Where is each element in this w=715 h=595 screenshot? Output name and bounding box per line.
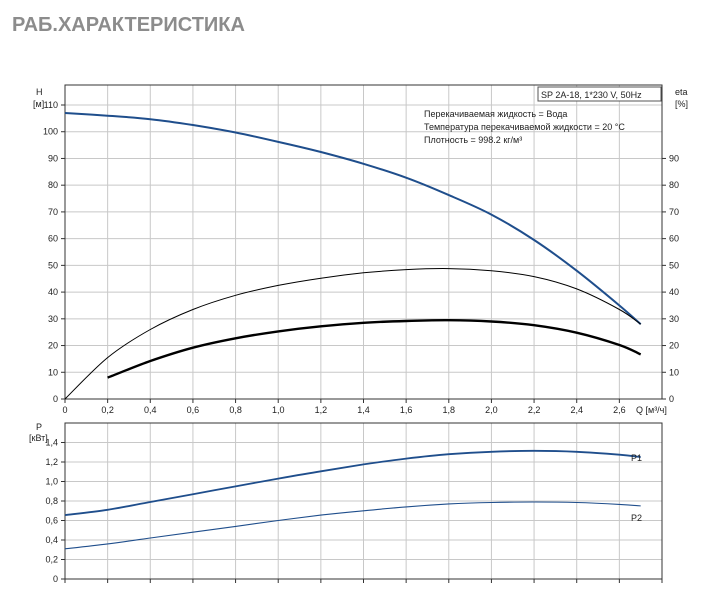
y-tick-label: 20 bbox=[48, 341, 58, 351]
series-label-p1: P1 bbox=[631, 453, 642, 463]
series-line-eta_thick bbox=[107, 318, 642, 379]
y2-tick-label: 90 bbox=[669, 153, 679, 163]
y-tick-label: 100 bbox=[43, 127, 58, 137]
y-axis-label: H bbox=[36, 87, 43, 97]
top-chart-grid bbox=[64, 85, 663, 400]
y2-tick-label: 60 bbox=[669, 234, 679, 244]
series-line-eta_thin bbox=[64, 268, 641, 400]
bottom-chart-ticks: 0 0,2 0,4 0,6 0,8 1,0 1,2 1,4 bbox=[45, 438, 663, 584]
power-tick-label: 0,4 bbox=[45, 535, 58, 545]
power-tick-label: 0,8 bbox=[45, 496, 58, 506]
y-tick-label: 80 bbox=[48, 180, 58, 190]
power-tick-label: 0 bbox=[53, 574, 58, 584]
y-tick-label: 60 bbox=[48, 234, 58, 244]
y2-tick-label: 30 bbox=[669, 314, 679, 324]
series-line-P1 bbox=[64, 449, 641, 516]
chart-title: SP 2A-18, 1*230 V, 50Hz bbox=[541, 90, 642, 100]
x-tick-label: 0 bbox=[62, 405, 67, 415]
x-tick-label: 1,8 bbox=[443, 405, 456, 415]
x-tick-label: 0,6 bbox=[187, 405, 200, 415]
y2-tick-label: 50 bbox=[669, 260, 679, 270]
y-axis-unit: [м] bbox=[33, 99, 44, 109]
title-box bbox=[537, 86, 662, 102]
y2-tick-label: 20 bbox=[669, 341, 679, 351]
power-tick-label: 1,2 bbox=[45, 457, 58, 467]
x-axis-label: Q [м³/ч] bbox=[636, 405, 667, 415]
series-label-p2: P2 bbox=[631, 513, 642, 523]
x-tick-label: 1,2 bbox=[315, 405, 328, 415]
y-tick-label: 110 bbox=[44, 100, 58, 110]
power-axis-unit: [кВт] bbox=[29, 433, 48, 443]
power-tick-label: 0,2 bbox=[45, 555, 58, 565]
y2-tick-label: 10 bbox=[669, 367, 679, 377]
bottom-chart-series bbox=[64, 449, 641, 550]
x-tick-label: 0,8 bbox=[229, 405, 242, 415]
x-tick-label: 2,2 bbox=[528, 405, 541, 415]
x-tick-label: 2,6 bbox=[613, 405, 626, 415]
top-chart-ticks: 0 0,2 0,4 0,6 0,8 1,0 1,2 1,4 1,6 1,8 2,0 2,2 2,4 2,6… bbox=[43, 100, 679, 415]
x-tick-label: 1,0 bbox=[272, 405, 285, 415]
power-tick-label: 0,6 bbox=[45, 516, 58, 526]
y2-tick-label: 40 bbox=[669, 287, 679, 297]
y-tick-label: 30 bbox=[48, 314, 58, 324]
y2-axis-label: eta bbox=[675, 87, 688, 97]
power-tick-label: 1,4 bbox=[45, 438, 58, 448]
y2-tick-label: 70 bbox=[669, 207, 679, 217]
series-line-H bbox=[64, 112, 642, 325]
annotation-liquid: Перекачиваемая жидкость = Вода bbox=[424, 109, 567, 119]
annotation-density: Плотность = 998.2 кг/м³ bbox=[424, 135, 522, 145]
y-tick-label: 10 bbox=[48, 367, 58, 377]
y-tick-label: 50 bbox=[48, 260, 58, 270]
annotation-temperature: Температура перекачиваемой жидкости = 20… bbox=[424, 122, 625, 132]
x-tick-label: 1,4 bbox=[357, 405, 370, 415]
y2-tick-label: 80 bbox=[669, 180, 679, 190]
power-axis-label: P bbox=[36, 422, 42, 432]
x-tick-label: 1,6 bbox=[400, 405, 413, 415]
series-line-P2 bbox=[64, 501, 641, 550]
x-tick-label: 2,0 bbox=[485, 405, 498, 415]
y-tick-label: 90 bbox=[48, 153, 58, 163]
y-tick-label: 0 bbox=[53, 394, 58, 404]
y-tick-label: 70 bbox=[48, 207, 58, 217]
x-tick-label: 2,4 bbox=[570, 405, 583, 415]
top-chart-series bbox=[64, 112, 642, 400]
y2-axis-unit: [%] bbox=[675, 99, 688, 109]
x-tick-label: 0,2 bbox=[101, 405, 114, 415]
x-tick-label: 0,4 bbox=[144, 405, 157, 415]
y-tick-label: 40 bbox=[48, 287, 58, 297]
page-title: РАБ.ХАРАКТЕРИСТИКА bbox=[12, 14, 245, 36]
y2-tick-label: 0 bbox=[669, 394, 674, 404]
power-tick-label: 1,0 bbox=[45, 477, 58, 487]
